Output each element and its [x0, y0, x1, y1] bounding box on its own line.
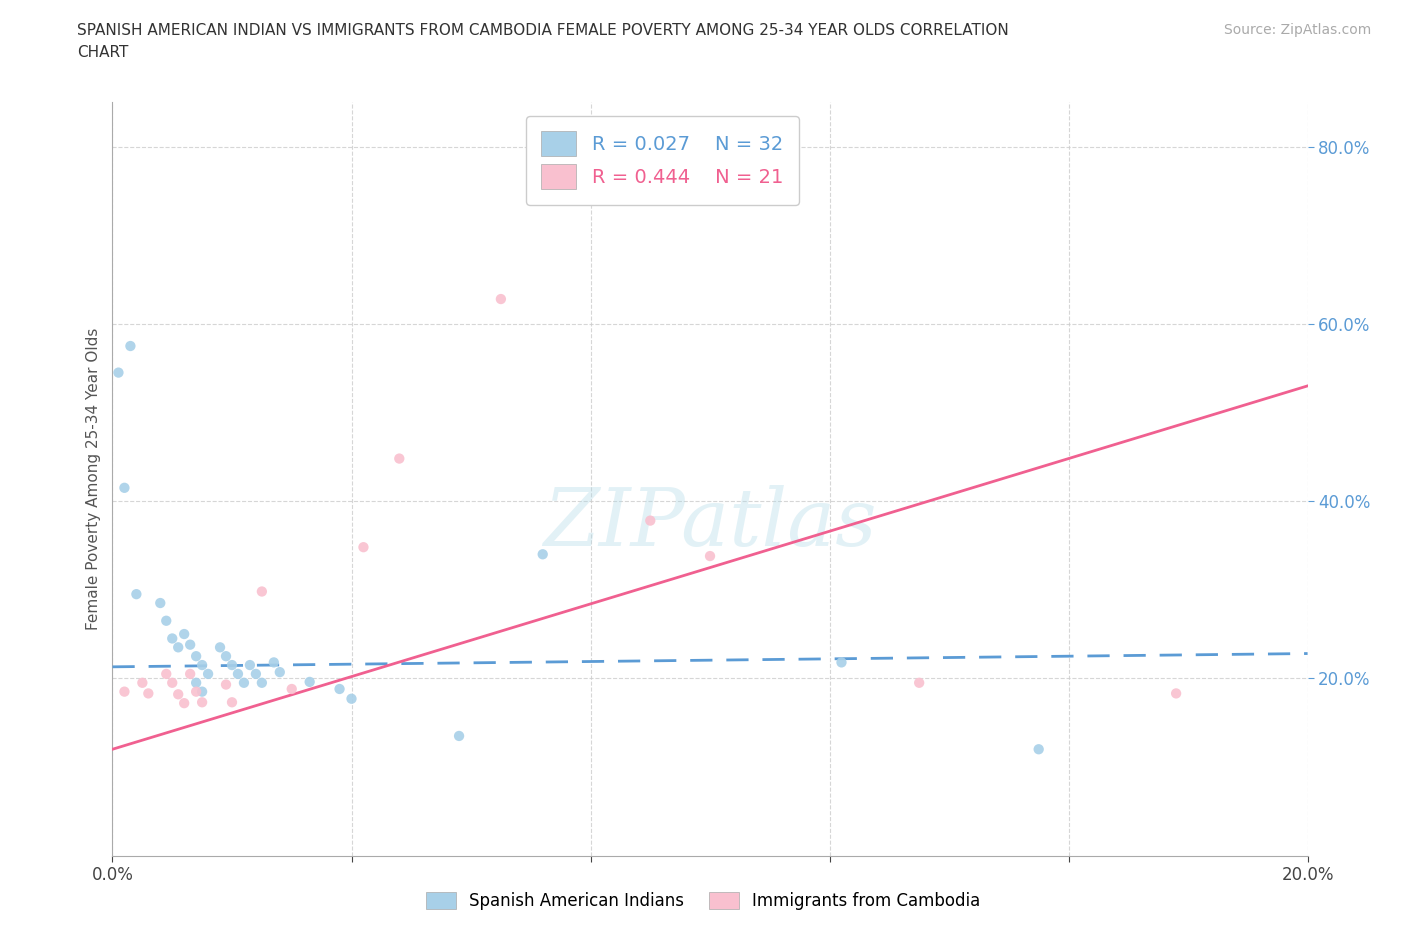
Point [831, 655, 853, 670]
Point [131, 675, 153, 690]
Point [221, 695, 243, 710]
Point [186, 684, 208, 699]
Point [640, 513, 662, 528]
Text: Source: ZipAtlas.com: Source: ZipAtlas.com [1223, 23, 1371, 37]
Point [233, 675, 256, 690]
Point [179, 667, 201, 682]
Point [1028, 742, 1050, 757]
Legend: Spanish American Indians, Immigrants from Cambodia: Spanish American Indians, Immigrants fro… [419, 885, 987, 917]
Point [226, 667, 249, 682]
Point [489, 292, 512, 307]
Point [245, 667, 267, 682]
Point [186, 675, 208, 690]
Legend: R = 0.027    N = 32, R = 0.444    N = 21: R = 0.027 N = 32, R = 0.444 N = 21 [526, 116, 799, 205]
Point [388, 451, 411, 466]
Point [215, 649, 238, 664]
Point [250, 675, 273, 690]
Point [281, 682, 304, 697]
Point [221, 658, 243, 672]
Point [149, 595, 172, 610]
Point [908, 675, 931, 690]
Point [449, 728, 471, 743]
Point [167, 640, 190, 655]
Point [162, 675, 183, 690]
Point [107, 365, 129, 380]
Point [699, 549, 721, 564]
Point [114, 481, 135, 496]
Point [186, 649, 208, 664]
Point [329, 682, 352, 697]
Point [114, 684, 135, 699]
Point [120, 339, 142, 353]
Point [162, 631, 183, 646]
Y-axis label: Female Poverty Among 25-34 Year Olds: Female Poverty Among 25-34 Year Olds [86, 327, 101, 631]
Point [215, 677, 238, 692]
Point [155, 667, 177, 682]
Text: ZIPatlas: ZIPatlas [543, 485, 877, 563]
Point [173, 696, 195, 711]
Point [138, 686, 160, 701]
Point [250, 584, 273, 599]
Point [531, 547, 554, 562]
Point [298, 674, 321, 689]
Point [263, 655, 285, 670]
Point [353, 539, 375, 554]
Point [197, 667, 219, 682]
Point [179, 637, 201, 652]
Point [1166, 686, 1188, 701]
Point [269, 665, 291, 680]
Point [167, 687, 190, 702]
Point [191, 658, 214, 672]
Point [125, 587, 148, 602]
Text: SPANISH AMERICAN INDIAN VS IMMIGRANTS FROM CAMBODIA FEMALE POVERTY AMONG 25-34 Y: SPANISH AMERICAN INDIAN VS IMMIGRANTS FR… [77, 23, 1010, 38]
Point [191, 684, 214, 699]
Point [340, 691, 363, 706]
Point [155, 613, 177, 628]
Point [191, 695, 214, 710]
Point [239, 658, 262, 672]
Text: CHART: CHART [77, 45, 129, 60]
Point [209, 640, 232, 655]
Point [173, 627, 195, 642]
